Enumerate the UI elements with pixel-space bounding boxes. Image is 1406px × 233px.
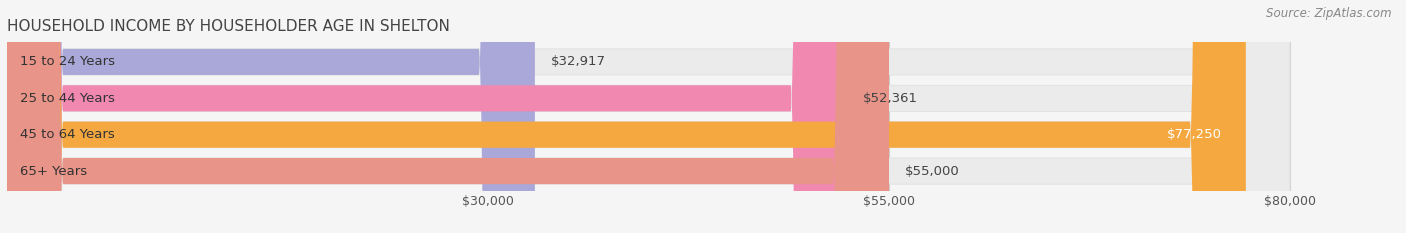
FancyBboxPatch shape — [7, 0, 534, 233]
FancyBboxPatch shape — [7, 0, 1289, 233]
Text: $52,361: $52,361 — [863, 92, 918, 105]
Text: $55,000: $55,000 — [905, 164, 960, 178]
FancyBboxPatch shape — [7, 0, 889, 233]
FancyBboxPatch shape — [7, 0, 1289, 233]
Text: $77,250: $77,250 — [1167, 128, 1222, 141]
FancyBboxPatch shape — [7, 0, 1289, 233]
FancyBboxPatch shape — [7, 0, 1289, 233]
Text: Source: ZipAtlas.com: Source: ZipAtlas.com — [1267, 7, 1392, 20]
Text: HOUSEHOLD INCOME BY HOUSEHOLDER AGE IN SHELTON: HOUSEHOLD INCOME BY HOUSEHOLDER AGE IN S… — [7, 19, 450, 34]
Text: $32,917: $32,917 — [551, 55, 606, 69]
Text: 45 to 64 Years: 45 to 64 Years — [20, 128, 115, 141]
Text: 65+ Years: 65+ Years — [20, 164, 87, 178]
Text: 15 to 24 Years: 15 to 24 Years — [20, 55, 115, 69]
Text: 25 to 44 Years: 25 to 44 Years — [20, 92, 115, 105]
FancyBboxPatch shape — [7, 0, 846, 233]
FancyBboxPatch shape — [7, 0, 1246, 233]
